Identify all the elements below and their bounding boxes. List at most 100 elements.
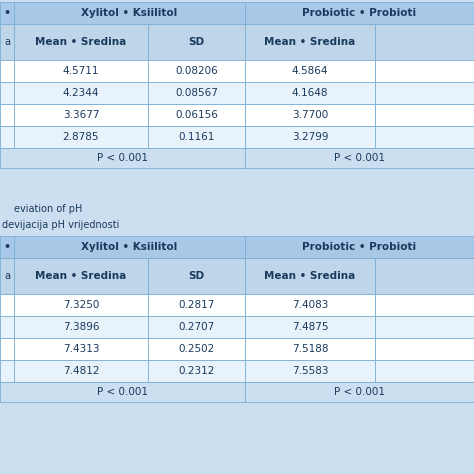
- Text: 3.7700: 3.7700: [292, 110, 328, 120]
- Bar: [0, 198, 474, 236]
- Bar: [245, 24, 375, 60]
- Text: 0.2817: 0.2817: [178, 300, 215, 310]
- Bar: [375, 104, 474, 126]
- Bar: [375, 294, 474, 316]
- Bar: [375, 258, 474, 294]
- Bar: [14, 2, 245, 24]
- Bar: [0, 236, 14, 258]
- Bar: [245, 82, 375, 104]
- Bar: [148, 338, 245, 360]
- Text: Mean • Sredina: Mean • Sredina: [36, 37, 127, 47]
- Text: a: a: [4, 37, 10, 47]
- Bar: [148, 24, 245, 60]
- Text: SD: SD: [189, 37, 205, 47]
- Text: P < 0.001: P < 0.001: [334, 153, 385, 163]
- Text: Probiotic • Probioti: Probiotic • Probioti: [302, 8, 417, 18]
- Text: 0.2707: 0.2707: [178, 322, 215, 332]
- Bar: [245, 60, 375, 82]
- Bar: [245, 258, 375, 294]
- Text: P < 0.001: P < 0.001: [97, 387, 148, 397]
- Text: 4.5864: 4.5864: [292, 66, 328, 76]
- Bar: [14, 60, 148, 82]
- Text: 7.3896: 7.3896: [63, 322, 99, 332]
- Bar: [0, 82, 14, 104]
- Bar: [375, 126, 474, 148]
- Text: 0.08567: 0.08567: [175, 88, 218, 98]
- Bar: [245, 316, 375, 338]
- Text: Mean • Sredina: Mean • Sredina: [264, 37, 356, 47]
- Text: 7.4875: 7.4875: [292, 322, 328, 332]
- Bar: [148, 294, 245, 316]
- Text: 4.5711: 4.5711: [63, 66, 99, 76]
- Text: 7.4083: 7.4083: [292, 300, 328, 310]
- Bar: [245, 360, 375, 382]
- Bar: [245, 126, 375, 148]
- Text: 7.3250: 7.3250: [63, 300, 99, 310]
- Bar: [0, 126, 14, 148]
- Text: 4.2344: 4.2344: [63, 88, 99, 98]
- Bar: [245, 338, 375, 360]
- Bar: [14, 236, 245, 258]
- Text: Probiotic • Probioti: Probiotic • Probioti: [302, 242, 417, 252]
- Bar: [375, 82, 474, 104]
- Text: 0.08206: 0.08206: [175, 66, 218, 76]
- Bar: [14, 360, 148, 382]
- Bar: [14, 294, 148, 316]
- Text: eviation of pH: eviation of pH: [14, 204, 82, 214]
- Bar: [148, 316, 245, 338]
- Text: 7.4812: 7.4812: [63, 366, 99, 376]
- Bar: [14, 82, 148, 104]
- Text: Mean • Sredina: Mean • Sredina: [264, 271, 356, 281]
- Text: 0.2312: 0.2312: [178, 366, 215, 376]
- Bar: [375, 360, 474, 382]
- Bar: [0, 2, 14, 24]
- Text: 2.8785: 2.8785: [63, 132, 99, 142]
- Bar: [148, 104, 245, 126]
- Text: 3.3677: 3.3677: [63, 110, 99, 120]
- Text: SD: SD: [189, 271, 205, 281]
- Bar: [0, 104, 14, 126]
- Bar: [14, 258, 148, 294]
- Text: 0.06156: 0.06156: [175, 110, 218, 120]
- Bar: [375, 316, 474, 338]
- Text: •: •: [3, 242, 10, 252]
- Bar: [148, 360, 245, 382]
- Bar: [14, 24, 148, 60]
- Bar: [14, 104, 148, 126]
- Text: Xylitol • Ksiilitol: Xylitol • Ksiilitol: [82, 8, 178, 18]
- Text: P < 0.001: P < 0.001: [334, 387, 385, 397]
- Bar: [245, 104, 375, 126]
- Text: 0.2502: 0.2502: [178, 344, 215, 354]
- Bar: [14, 126, 148, 148]
- Bar: [0, 316, 14, 338]
- Text: Xylitol • Ksiilitol: Xylitol • Ksiilitol: [82, 242, 178, 252]
- Bar: [0, 360, 14, 382]
- Text: P < 0.001: P < 0.001: [97, 153, 148, 163]
- Text: devijacija pH vrijednosti: devijacija pH vrijednosti: [2, 219, 119, 229]
- Text: 4.1648: 4.1648: [292, 88, 328, 98]
- Text: a: a: [4, 271, 10, 281]
- Bar: [0, 148, 245, 168]
- Bar: [375, 338, 474, 360]
- Bar: [0, 382, 245, 402]
- Bar: [148, 60, 245, 82]
- Bar: [0, 338, 14, 360]
- Bar: [0, 258, 14, 294]
- Bar: [148, 82, 245, 104]
- Bar: [245, 236, 474, 258]
- Text: 0.1161: 0.1161: [178, 132, 215, 142]
- Bar: [14, 338, 148, 360]
- Text: Mean • Sredina: Mean • Sredina: [36, 271, 127, 281]
- Text: 7.4313: 7.4313: [63, 344, 99, 354]
- Bar: [0, 294, 14, 316]
- Bar: [375, 60, 474, 82]
- Bar: [245, 382, 474, 402]
- Bar: [0, 60, 14, 82]
- Bar: [245, 2, 474, 24]
- Bar: [245, 294, 375, 316]
- Bar: [0, 24, 14, 60]
- Bar: [148, 258, 245, 294]
- Text: •: •: [3, 8, 10, 18]
- Bar: [245, 148, 474, 168]
- Text: 7.5583: 7.5583: [292, 366, 328, 376]
